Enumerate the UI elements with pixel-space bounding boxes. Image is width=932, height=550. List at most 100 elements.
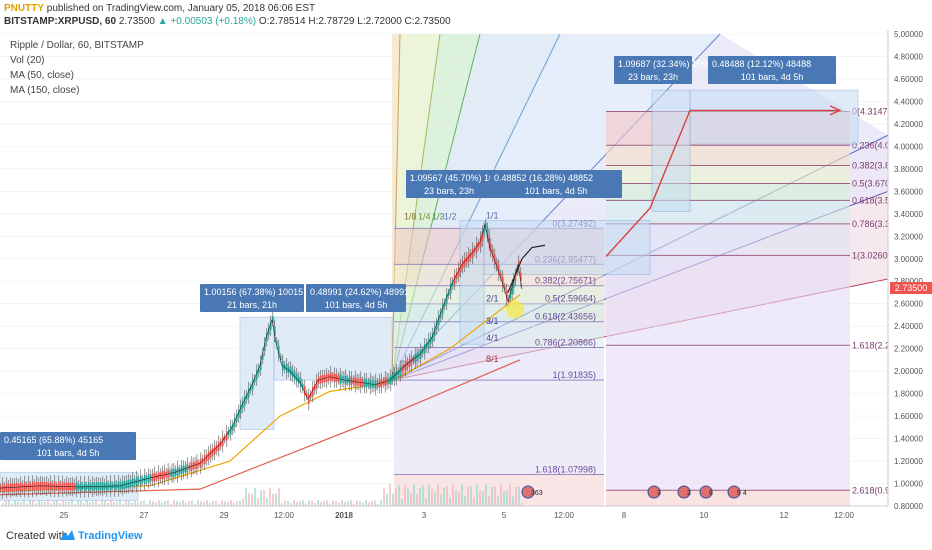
volume-bar — [170, 504, 172, 506]
volume-bar — [383, 488, 385, 506]
volume-bar — [251, 493, 253, 506]
volume-bar — [317, 500, 319, 506]
measurement-label: 0.48991 (24.62%) 48991 101 bars, 4d 5h — [306, 284, 409, 312]
candle-body — [488, 235, 490, 245]
volume-bar — [101, 500, 103, 506]
volume-bar — [122, 503, 124, 506]
volume-bar — [509, 484, 511, 506]
volume-bar — [476, 484, 478, 506]
volume-bar — [74, 503, 76, 506]
volume-bar — [404, 484, 406, 506]
volume-bar — [53, 500, 55, 506]
volume-bar — [125, 500, 127, 506]
candle-body — [460, 264, 462, 272]
candle-body — [399, 366, 401, 376]
candle-body — [391, 375, 394, 382]
y-tick-label: 2.00000 — [894, 367, 923, 376]
volume-bar — [128, 501, 130, 506]
fib-level-label-right: 2.618(0.9) — [852, 485, 893, 495]
candle-body — [494, 254, 496, 264]
price-chart[interactable]: 0(3.27492)0.236(2.95477)0.382(2.75671)0.… — [0, 30, 932, 522]
projection-arrow — [605, 109, 838, 257]
legend-volume[interactable]: Vol (20) — [10, 55, 45, 66]
price-line — [0, 223, 523, 489]
volume-bar — [419, 487, 421, 506]
measurement-bars: 23 bars, 23h — [424, 186, 474, 196]
gann-label: 3/1 — [486, 316, 499, 326]
candle-body — [401, 365, 403, 374]
volume-bar — [377, 504, 379, 506]
publish-line: PNUTTY published on TradingView.com, Jan… — [4, 3, 315, 14]
volume-bar — [290, 503, 292, 506]
volume-bar — [242, 498, 244, 506]
volume-bar — [5, 500, 7, 506]
legend-symbol[interactable]: Ripple / Dollar, 60, BITSTAMP — [10, 40, 144, 51]
volume-bar — [512, 496, 514, 506]
gann-label: 1/2 — [444, 211, 457, 221]
volume-bar — [47, 500, 49, 506]
volume-bar — [206, 500, 208, 506]
candle-body — [264, 342, 266, 351]
volume-bar — [86, 500, 88, 506]
fib-level-label-mid: 0.786(2.20866) — [535, 338, 596, 348]
indicator-legend: Ripple / Dollar, 60, BITSTAMP Vol (20) M… — [10, 38, 144, 98]
y-tick-label: 3.00000 — [894, 255, 923, 264]
volume-bar — [488, 496, 490, 506]
candle-body — [316, 379, 318, 389]
volume-bar — [485, 484, 487, 506]
y-tick-label: 3.40000 — [894, 210, 923, 219]
volume-bar — [266, 498, 268, 506]
candle-body — [403, 364, 405, 371]
measurement-bars: 101 bars, 4d 5h — [325, 300, 388, 310]
fib-level-label-mid: 0.618(2.43656) — [535, 312, 596, 322]
volume-bar — [308, 500, 310, 506]
event-badge-count: 363 — [531, 490, 543, 497]
candle-body — [414, 354, 416, 363]
candle-body — [276, 340, 278, 346]
candle-body — [288, 366, 290, 373]
legend-ma50[interactable]: MA (50, close) — [10, 70, 74, 81]
volume-bar — [209, 502, 211, 506]
volume-bar — [173, 500, 175, 506]
gann-label: 2/1 — [486, 293, 499, 303]
candle-body — [284, 364, 286, 370]
measurement-bars: 101 bars, 4d 5h — [525, 186, 588, 196]
measure-range-box — [689, 89, 859, 145]
tradingview-brand[interactable]: TradingView — [78, 530, 143, 542]
candle-body — [296, 373, 298, 383]
volume-bar — [146, 504, 148, 506]
author-name[interactable]: PNUTTY — [4, 3, 44, 14]
gann-label: 8/1 — [486, 354, 499, 364]
volume-bar — [413, 484, 415, 506]
candle-body — [300, 377, 302, 387]
volume-bar — [353, 503, 355, 506]
volume-bar — [506, 490, 508, 506]
candle-body — [312, 386, 314, 397]
candle-body — [424, 344, 426, 354]
gann-label: 1/3 — [432, 211, 445, 221]
candle-body — [500, 273, 502, 279]
x-tick-label: 3 — [422, 511, 427, 520]
volume-bar — [428, 484, 430, 506]
candle-body — [226, 431, 228, 441]
legend-ma150[interactable]: MA (150, close) — [10, 85, 80, 96]
volume-bar — [449, 497, 451, 506]
fib-level-label-right: 1.618(2.2) — [852, 340, 893, 350]
last-price-tag: 2.73500 — [890, 282, 932, 294]
volume-bar — [17, 501, 19, 506]
candle-body — [268, 327, 270, 336]
volume-bar — [359, 501, 361, 506]
flag-icon — [521, 485, 535, 499]
volume-bar — [104, 500, 106, 506]
candle-body — [302, 383, 304, 390]
x-tick-label: 12:00 — [274, 511, 295, 520]
volume-bar — [8, 500, 10, 506]
gann-fan-line — [391, 33, 401, 381]
volume-bar — [314, 503, 316, 506]
candle-body — [418, 352, 420, 359]
measurement-label: 0.48488 (12.12%) 48488 101 bars, 4d 5h — [708, 56, 836, 84]
volume-bar — [425, 498, 427, 506]
x-tick-label: 29 — [220, 511, 229, 520]
volume-bar — [227, 502, 229, 506]
y-tick-label: 1.80000 — [894, 390, 923, 399]
